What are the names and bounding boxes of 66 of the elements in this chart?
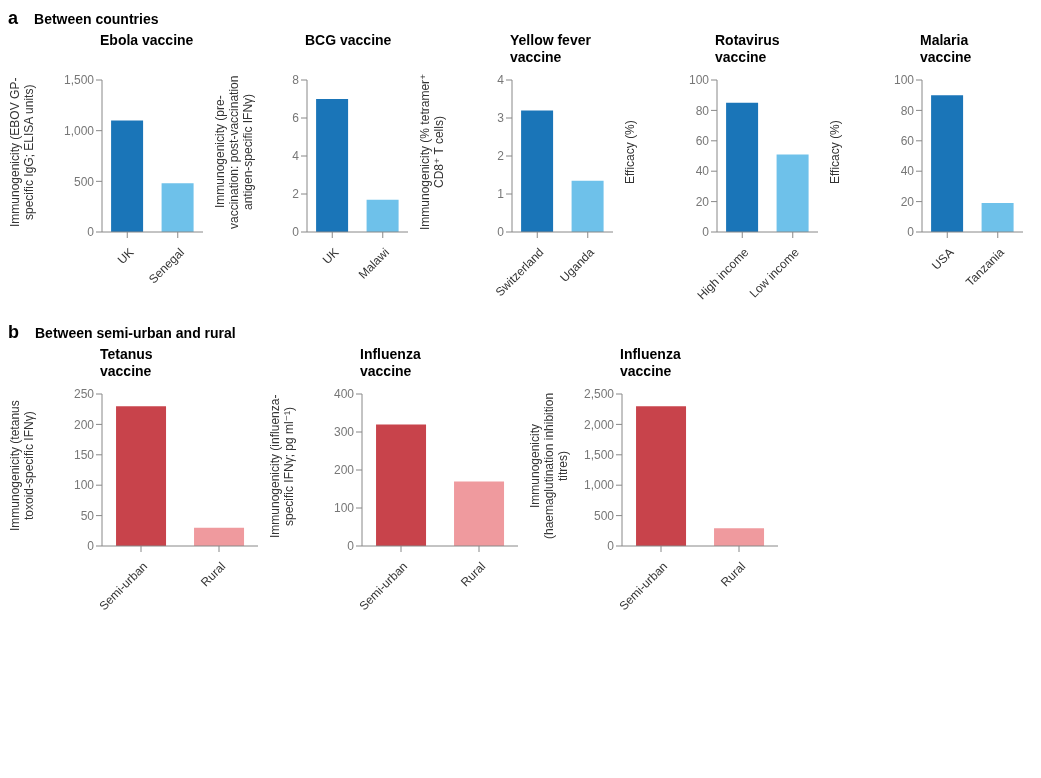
y-axis-title: Immunogenicity (EBOV GP-specific IgG; ELISA units) [8,76,37,229]
y-tick-label: 2 [497,149,505,164]
y-tick-label: 100 [333,501,355,516]
y-tick-label: 1,500 [63,73,95,88]
y-tick-label: 60 [695,134,710,149]
y-axis-title: Immunogenicity (haemaglutination inhibition titres) [528,391,571,542]
y-tick-label: 20 [695,194,710,209]
x-tick-label: UK [319,245,342,267]
y-tick-label: 80 [695,103,710,118]
y-tick-label: 80 [900,103,915,118]
y-tick-label: 100 [893,73,915,88]
y-tick-label: 0 [87,539,95,554]
y-tick-label: 1,500 [583,448,615,463]
chart-title: Influenza vaccine [360,346,422,381]
y-tick-label: 0 [87,225,95,240]
text: Between countries [34,11,159,27]
chart-title: Tetanus vaccine [100,346,154,381]
y-axis-title: Immunogenicity (tetanus toxoid-specific IFNγ) [8,399,37,534]
y-tick-label: 0 [347,539,355,554]
y-tick-label: 40 [900,164,915,179]
text: Between semi-urban and rural [35,325,236,341]
text: a [8,8,19,28]
y-tick-label: 200 [333,463,355,478]
y-tick-label: 0 [497,225,505,240]
y-tick-label: 40 [695,164,710,179]
chart-title: BCG vaccine [305,32,393,50]
y-tick-label: 20 [900,194,915,209]
y-tick-label: 2,000 [583,417,615,432]
y-tick-label: 3 [497,111,505,126]
y-tick-label: 60 [900,134,915,149]
y-tick-label: 500 [73,174,95,189]
chart-title: Ebola vaccine [100,32,195,50]
y-axis-title: Immunogenicity (pre-vaccination: post-vaccination antigen-specific IFNγ) [213,74,256,231]
chart-title: Malaria vaccine [920,32,973,67]
y-tick-label: 250 [73,387,95,402]
y-tick-label: 0 [702,225,710,240]
y-tick-label: 400 [333,387,355,402]
x-tick-label: UK [114,245,137,267]
y-tick-label: 2,500 [583,387,615,402]
y-tick-label: 200 [73,417,95,432]
y-tick-label: 4 [292,149,300,164]
y-tick-label: 0 [607,539,615,554]
chart-title: Yellow fever vaccine [510,32,592,67]
y-tick-label: 500 [593,508,615,523]
y-tick-label: 100 [73,478,95,493]
x-tick-label: USA [929,245,957,273]
y-axis-title: Immunogenicity (influenza-specific IFNγ; pg ml⁻¹) [268,393,297,540]
y-axis-title: Efficacy (%) [828,119,843,186]
y-tick-label: 8 [292,73,300,88]
y-tick-label: 4 [497,73,505,88]
y-tick-label: 1 [497,187,505,202]
chart-title: Influenza vaccine [620,346,682,381]
text: b [8,322,19,342]
y-tick-label: 2 [292,187,300,202]
y-tick-label: 100 [688,73,710,88]
y-tick-label: 0 [292,225,300,240]
y-tick-label: 150 [73,448,95,463]
y-tick-label: 300 [333,425,355,440]
y-tick-label: 6 [292,111,300,126]
y-tick-label: 1,000 [583,478,615,493]
chart-title: Rotavirus vaccine [715,32,781,67]
y-tick-label: 50 [80,508,95,523]
y-tick-label: 0 [907,225,915,240]
y-axis-title: Immunogenicity (% tetramer⁺ CD8⁺ T cells) [418,72,447,232]
y-tick-label: 1,000 [63,123,95,138]
y-axis-title: Efficacy (%) [623,119,638,186]
